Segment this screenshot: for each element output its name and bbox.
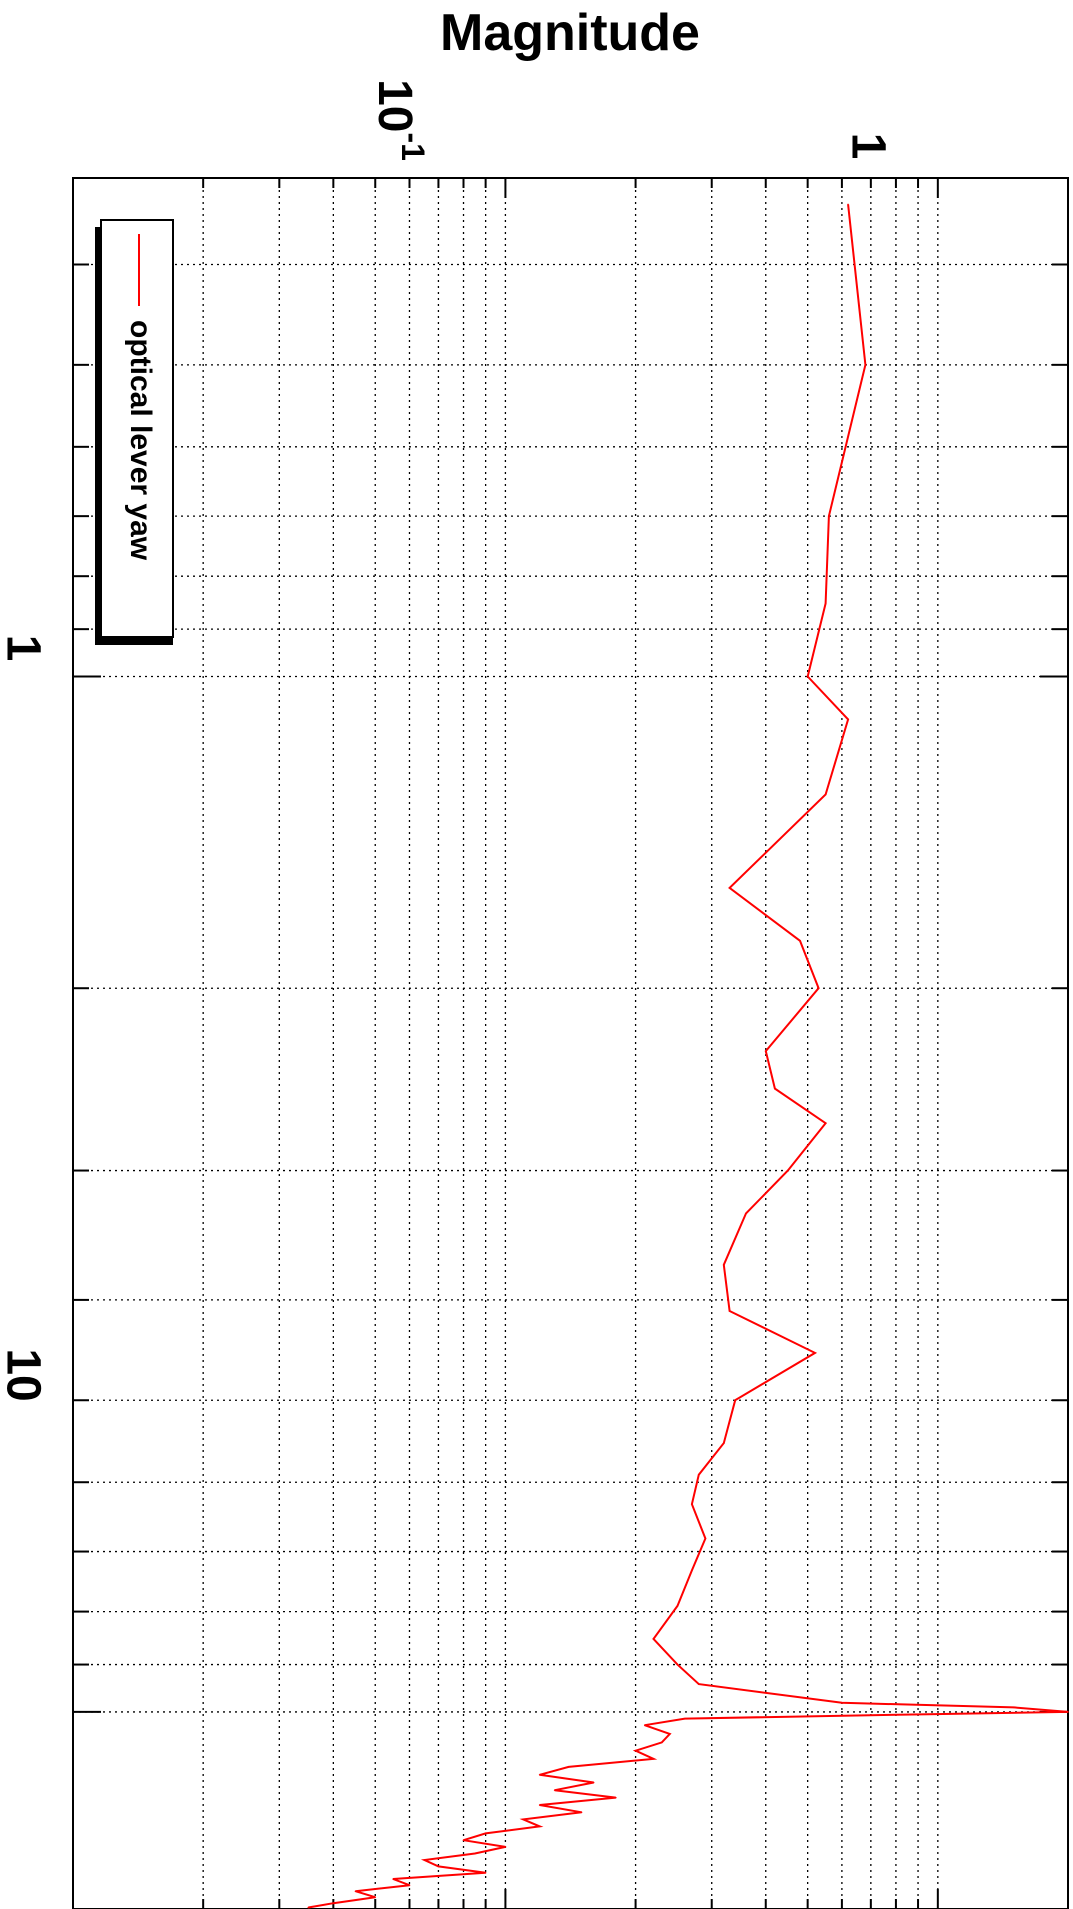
data-point-45 (522, 1818, 525, 1821)
data-point-59 (307, 1906, 310, 1909)
data-point-47 (484, 1832, 487, 1835)
data-point-39 (538, 1773, 541, 1776)
data-point-16 (728, 1310, 731, 1312)
data-point-33 (643, 1724, 646, 1727)
legend-box (100, 219, 174, 638)
data-point-43 (538, 1804, 541, 1806)
axis-ticks (73, 178, 1068, 1909)
data-point-30 (1067, 1711, 1069, 1713)
series-points (307, 203, 1069, 1909)
data-point-22 (704, 1537, 707, 1540)
data-point-55 (408, 1884, 411, 1886)
data-point-24 (676, 1605, 679, 1607)
data-point-11 (774, 1087, 776, 1090)
data-point-32 (684, 1717, 686, 1720)
data-point-41 (553, 1789, 556, 1791)
data-point-42 (614, 1796, 617, 1799)
data-point-48 (462, 1839, 465, 1841)
data-point-1 (864, 364, 867, 366)
data-point-57 (374, 1896, 377, 1899)
data-point-4 (806, 675, 809, 678)
data-point-14 (745, 1212, 747, 1215)
data-point-29 (1013, 1706, 1015, 1709)
data-point-8 (799, 940, 801, 942)
magnitude-tick-label-0p1: 10-1 (368, 79, 430, 161)
grid-lines (73, 178, 1068, 1909)
data-point-25 (652, 1638, 655, 1640)
data-point-51 (423, 1859, 426, 1861)
data-point-5 (847, 718, 849, 721)
data-point-27 (697, 1683, 700, 1685)
data-point-6 (824, 793, 827, 796)
frequency-tick-label-10: 10 (0, 1348, 49, 1401)
magnitude-tick-label-1: 1 (841, 133, 894, 160)
data-point-35 (661, 1741, 663, 1744)
svg-text:10: 10 (0, 1348, 49, 1401)
data-point-56 (354, 1890, 357, 1893)
data-point-53 (484, 1871, 487, 1874)
data-point-26 (676, 1663, 679, 1666)
data-point-38 (567, 1766, 570, 1768)
data-point-20 (697, 1473, 700, 1476)
data-point-28 (841, 1702, 843, 1704)
data-point-31 (927, 1713, 929, 1715)
data-point-17 (814, 1352, 816, 1354)
data-point-46 (538, 1825, 541, 1828)
data-point-58 (332, 1902, 335, 1904)
data-point-13 (787, 1169, 789, 1172)
data-point-9 (817, 987, 820, 990)
data-point-54 (392, 1878, 394, 1880)
data-point-40 (592, 1781, 595, 1784)
data-point-50 (474, 1852, 476, 1855)
data-point-44 (580, 1811, 583, 1814)
data-point-2 (828, 515, 830, 517)
legend: optical lever yaw (95, 219, 174, 645)
data-point-18 (734, 1399, 737, 1402)
data-point-15 (723, 1264, 725, 1266)
legend-label: optical lever yaw (124, 320, 157, 561)
chart-title: Magnitude (440, 4, 700, 62)
data-point-23 (691, 1569, 693, 1572)
svg-text:1: 1 (841, 133, 894, 160)
data-point-52 (437, 1865, 440, 1868)
svg-text:1: 1 (0, 635, 49, 662)
frequency-tick-label-1: 1 (0, 635, 49, 662)
data-point-34 (669, 1733, 671, 1735)
data-point-19 (723, 1442, 725, 1444)
data-point-37 (652, 1758, 655, 1760)
plot-area (72, 177, 1069, 1909)
data-point-10 (764, 1050, 767, 1052)
data-point-7 (728, 887, 731, 889)
data-point-36 (634, 1749, 637, 1752)
data-point-49 (504, 1846, 507, 1848)
data-point-3 (824, 602, 827, 605)
data-point-0 (847, 203, 849, 206)
series-line-optical-lever-yaw (308, 204, 1069, 1909)
data-point-12 (824, 1122, 827, 1124)
svg-text:10-1: 10-1 (368, 79, 430, 161)
data-point-21 (691, 1503, 693, 1505)
